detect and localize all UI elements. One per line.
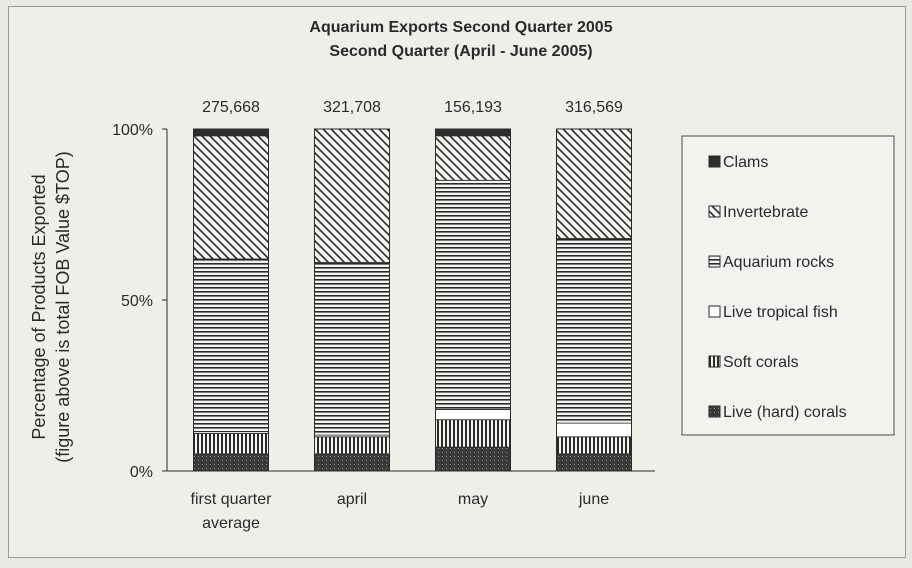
y-tick-label: 50% <box>121 293 153 310</box>
x-category-label: april <box>337 491 367 508</box>
bar-segment-live-hard-corals <box>556 453 632 472</box>
legend-label: Live tropical fish <box>723 304 838 321</box>
x-category-label: may <box>458 491 488 508</box>
bar-total-label: 316,569 <box>565 99 623 116</box>
x-category-label: june <box>578 491 609 508</box>
bar-outline <box>314 128 390 472</box>
bar-total-label: 321,708 <box>323 99 381 116</box>
bar-segment-invertebrate <box>435 135 511 181</box>
bar-segment-live-tropical-fish <box>435 409 511 421</box>
y-tick-label: 0% <box>130 464 153 481</box>
bar-segment-invertebrate <box>314 128 390 263</box>
legend-label: Clams <box>723 154 768 171</box>
bar-segment-live-hard-corals <box>193 453 269 472</box>
bar-total-label: 275,668 <box>202 99 260 116</box>
legend-label: Invertebrate <box>723 204 808 221</box>
y-axis-label-line-1: Percentage of Products Exported <box>29 174 49 439</box>
y-tick-label: 100% <box>112 122 153 139</box>
bar-total-label: 156,193 <box>444 99 502 116</box>
bar-segment-invertebrate <box>193 135 269 260</box>
legend-swatch <box>708 255 721 268</box>
bar-segment-invertebrate <box>556 128 632 239</box>
legend-swatch <box>708 355 721 368</box>
chart-title-line-2: Second Quarter (April - June 2005) <box>329 43 592 60</box>
legend-swatch <box>708 155 721 168</box>
x-category-label: average <box>202 515 260 532</box>
chart-canvas: Aquarium Exports Second Quarter 2005 Sec… <box>29 19 895 532</box>
bar-segment-aquarium-rocks <box>314 261 390 436</box>
bar-segment-live-hard-corals <box>314 453 390 472</box>
bar-outline <box>556 128 632 472</box>
legend-swatch <box>708 305 721 318</box>
bar-outline <box>193 128 269 472</box>
bar-segment-clams <box>435 128 511 137</box>
y-axis-label-line-2: (figure above is total FOB Value $TOP) <box>53 151 73 462</box>
chart-title-line-1: Aquarium Exports Second Quarter 2005 <box>309 19 612 36</box>
bar-segment-soft-corals <box>193 432 269 455</box>
bar-segment-aquarium-rocks <box>435 179 511 410</box>
bar-segment-soft-corals <box>314 436 390 455</box>
chart-frame: Aquarium Exports Second Quarter 2005 Sec… <box>8 6 906 558</box>
legend-swatch <box>708 405 721 418</box>
bar-outline <box>435 128 511 472</box>
legend-label: Live (hard) corals <box>723 404 847 421</box>
bar-segment-aquarium-rocks <box>193 258 269 433</box>
bar-segment-soft-corals <box>556 436 632 455</box>
legend-label: Soft corals <box>723 354 799 371</box>
bar-segment-live-tropical-fish <box>556 422 632 438</box>
bar-segment-clams <box>193 128 269 137</box>
bar-segment-soft-corals <box>435 419 511 448</box>
legend-label: Aquarium rocks <box>723 254 834 271</box>
bar-segment-aquarium-rocks <box>556 238 632 424</box>
legend-box <box>681 135 895 436</box>
bar-segment-live-hard-corals <box>435 446 511 472</box>
x-category-label: first quarter <box>191 491 273 508</box>
legend-swatch <box>708 205 721 218</box>
